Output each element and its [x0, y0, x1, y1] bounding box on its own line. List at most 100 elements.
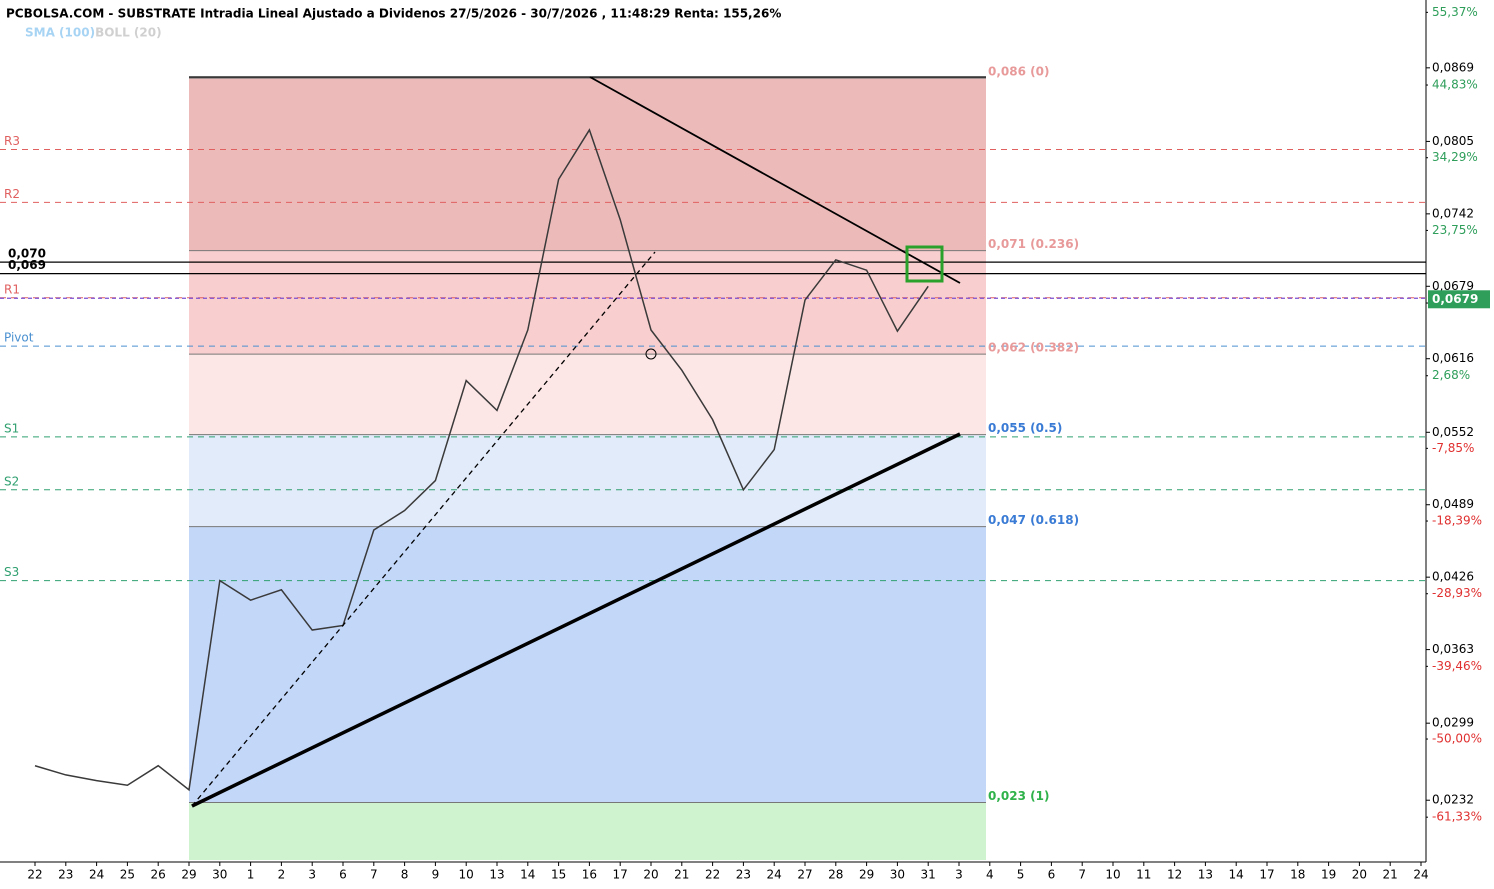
fib-zone: [189, 78, 986, 251]
fib-label: 0,055 (0.5): [988, 421, 1062, 435]
x-tick-label: 29: [859, 868, 874, 882]
y2-tick-label: 44,83%: [1432, 78, 1478, 92]
x-tick-label: 21: [674, 868, 689, 882]
highlight-box: [905, 245, 944, 283]
y2-tick-label: -7,85%: [1432, 441, 1474, 455]
x-tick-label: 19: [1321, 868, 1336, 882]
x-tick-label: 30: [890, 868, 905, 882]
fib-label: 0,047 (0.618): [988, 513, 1079, 527]
x-tick-label: 3: [308, 868, 316, 882]
x-tick-label: 10: [459, 868, 474, 882]
y-tick-label: 0,0616: [1432, 351, 1474, 365]
x-tick-label: 25: [120, 868, 135, 882]
x-tick-label: 24: [89, 868, 104, 882]
y-tick-label: 0,0869: [1432, 60, 1474, 74]
x-tick-label: 15: [551, 868, 566, 882]
fib-zone: [189, 526, 986, 803]
x-tick-label: 28: [828, 868, 843, 882]
x-tick-label: 26: [151, 868, 166, 882]
x-tick-label: 13: [1198, 868, 1213, 882]
fib-label: 0,062 (0.382): [988, 341, 1079, 355]
y-tick-label: 0,0742: [1432, 206, 1474, 220]
x-tick-label: 2: [278, 868, 286, 882]
x-tick-label: 30: [212, 868, 227, 882]
pivot-label: S3: [4, 565, 19, 579]
x-tick-label: 22: [27, 868, 42, 882]
pivot-label: R2: [4, 187, 20, 201]
level-label: 0,070: [8, 247, 46, 261]
legend-entry: BOLL (20): [95, 26, 162, 40]
y2-tick-label: -39,46%: [1432, 659, 1482, 673]
x-tick-label: 23: [736, 868, 751, 882]
y-tick-label: 0,0552: [1432, 425, 1474, 439]
y2-tick-label: -18,39%: [1432, 514, 1482, 528]
y-tick-label: 0,0363: [1432, 642, 1474, 656]
levels: [0, 77, 1426, 804]
x-tick-label: 24: [767, 868, 782, 882]
x-tick-label: 17: [1259, 868, 1274, 882]
legend-entry: SMA (100): [25, 26, 95, 40]
y2-tick-label: 55,37%: [1432, 5, 1478, 19]
x-tick-label: 3: [955, 868, 963, 882]
x-tick-label: 6: [339, 868, 347, 882]
fib-zones: [189, 78, 986, 860]
x-tick-label: 1: [247, 868, 255, 882]
x-tick-label: 27: [797, 868, 812, 882]
marker: [645, 348, 657, 360]
x-tick-label: 6: [1048, 868, 1056, 882]
y-tick-label: 0,0426: [1432, 570, 1474, 584]
fib-label: 0,071 (0.236): [988, 237, 1079, 251]
x-tick-label: 7: [370, 868, 378, 882]
x-tick-label: 8: [401, 868, 409, 882]
fib-zone: [189, 250, 986, 355]
fib-label: 0,023 (1): [988, 789, 1049, 803]
y2-tick-label: -61,33%: [1432, 810, 1482, 824]
last-price-label: 0,0679: [1432, 292, 1478, 306]
x-tick-label: 13: [489, 868, 504, 882]
plot: [34, 128, 929, 792]
x-tick-label: 31: [921, 868, 936, 882]
level-label: 0,069: [8, 258, 46, 272]
x-tick-label: 14: [1229, 868, 1244, 882]
chart-title: PCBOLSA.COM - SUBSTRATE Intradia Lineal …: [6, 7, 781, 21]
axes: SMA (100) BOLL (20) 0,086 (0) 0,071 (0.236)…: [4, 5, 1490, 882]
pivot-label: S2: [4, 474, 19, 488]
x-tick-label: 14: [520, 868, 535, 882]
y2-tick-label: 23,75%: [1432, 223, 1478, 237]
x-tick-label: 11: [1136, 868, 1151, 882]
y2-tick-label: 2,68%: [1432, 368, 1470, 382]
price-line: [34, 128, 929, 792]
x-tick-label: 23: [58, 868, 73, 882]
y2-tick-label: 34,29%: [1432, 150, 1478, 164]
fib-zone: [189, 354, 986, 435]
x-tick-label: 24: [1413, 868, 1428, 882]
x-tick-label: 21: [1383, 868, 1398, 882]
y-tick-label: 0,0489: [1432, 497, 1474, 511]
y-tick-label: 0,0232: [1432, 793, 1474, 807]
x-tick-label: 12: [1167, 868, 1182, 882]
trend-line: [191, 432, 961, 808]
x-tick-label: 4: [986, 868, 994, 882]
trend-line: [191, 251, 656, 807]
y-tick-label: 0,0805: [1432, 134, 1474, 148]
x-tick-label: 29: [181, 868, 196, 882]
x-tick-label: 20: [1352, 868, 1367, 882]
fib-zone: [189, 802, 986, 860]
pivot-label: S1: [4, 421, 19, 435]
x-tick-label: 10: [1105, 868, 1120, 882]
x-tick-label: 20: [643, 868, 658, 882]
fib-zone: [189, 434, 986, 527]
y-tick-label: 0,0299: [1432, 716, 1474, 730]
x-tick-label: 9: [432, 868, 440, 882]
x-tick-label: 22: [705, 868, 720, 882]
y2-tick-label: -28,93%: [1432, 586, 1482, 600]
last-price-badge: [1428, 290, 1490, 309]
pivot-label: R1: [4, 282, 20, 296]
x-tick-label: 7: [1078, 868, 1086, 882]
fib-label: 0,086 (0): [988, 65, 1049, 79]
x-tick-label: 18: [1290, 868, 1305, 882]
x-tick-label: 17: [613, 868, 628, 882]
x-tick-label: 5: [1017, 868, 1025, 882]
x-tick-label: 16: [582, 868, 597, 882]
